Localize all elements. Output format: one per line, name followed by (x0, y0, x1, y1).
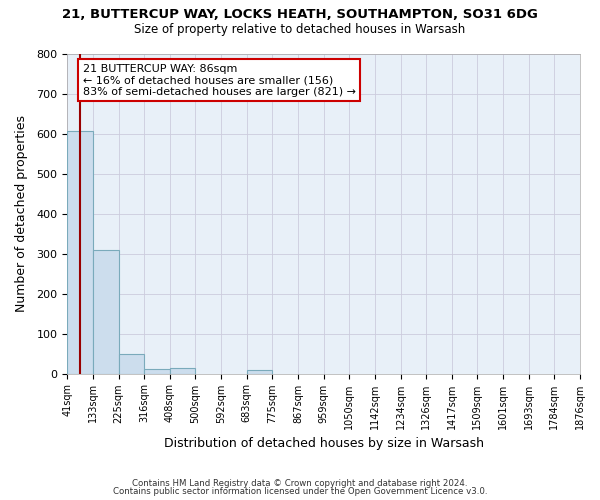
Text: Contains public sector information licensed under the Open Government Licence v3: Contains public sector information licen… (113, 487, 487, 496)
Bar (170, 368, 196, 374)
Text: 21, BUTTERCUP WAY, LOCKS HEATH, SOUTHAMPTON, SO31 6DG: 21, BUTTERCUP WAY, LOCKS HEATH, SOUTHAMP… (62, 8, 538, 20)
Bar (67, 131, 93, 374)
Bar (93, 250, 119, 374)
X-axis label: Distribution of detached houses by size in Warsash: Distribution of detached houses by size … (164, 437, 484, 450)
Text: Contains HM Land Registry data © Crown copyright and database right 2024.: Contains HM Land Registry data © Crown c… (132, 478, 468, 488)
Bar (144, 369, 170, 374)
Text: Size of property relative to detached houses in Warsash: Size of property relative to detached ho… (134, 22, 466, 36)
Bar (119, 354, 144, 374)
Text: 21 BUTTERCUP WAY: 86sqm
← 16% of detached houses are smaller (156)
83% of semi-d: 21 BUTTERCUP WAY: 86sqm ← 16% of detache… (83, 64, 356, 97)
Bar (247, 370, 272, 374)
Y-axis label: Number of detached properties: Number of detached properties (15, 116, 28, 312)
